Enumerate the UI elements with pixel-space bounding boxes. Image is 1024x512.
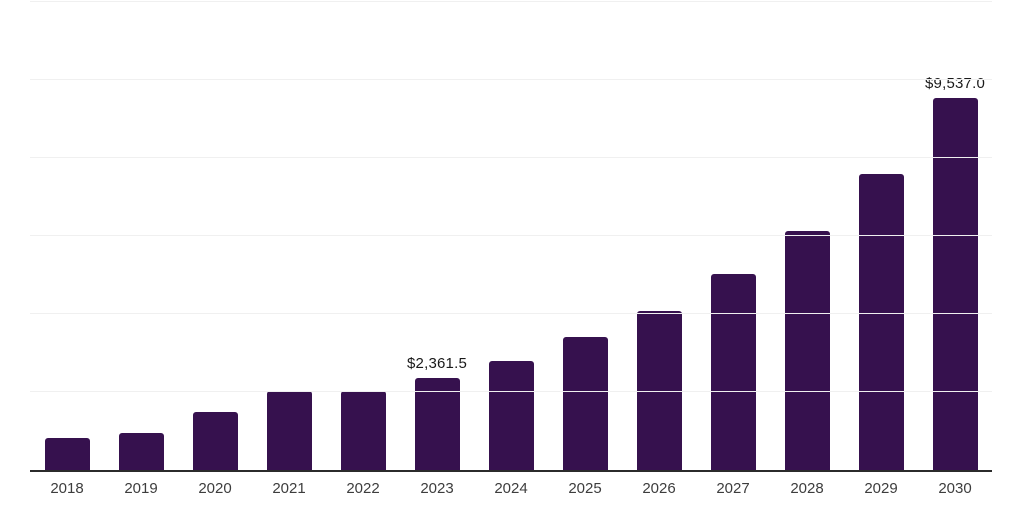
bar-group: $2,361.5 xyxy=(400,2,474,470)
x-axis-label: 2030 xyxy=(938,480,972,497)
bar xyxy=(340,390,386,470)
bar-value-label: $9,537.0 xyxy=(925,75,985,93)
x-axis-label: 2024 xyxy=(494,480,528,497)
bar-group xyxy=(178,2,252,470)
x-axis-label: 2020 xyxy=(198,480,232,497)
bar-group xyxy=(844,2,918,470)
gridline xyxy=(30,235,992,236)
gridline xyxy=(30,313,992,315)
x-axis-label: 2026 xyxy=(642,480,676,497)
x-axis-label: 2028 xyxy=(790,480,824,497)
bar-group xyxy=(326,2,400,470)
bar xyxy=(488,360,534,470)
bar xyxy=(266,391,312,470)
bar-group xyxy=(104,2,178,470)
bar xyxy=(858,173,904,470)
bar-group xyxy=(770,2,844,470)
gridline xyxy=(30,391,992,393)
bar xyxy=(192,411,238,470)
bar xyxy=(710,273,756,470)
bar xyxy=(414,377,460,470)
bar xyxy=(636,310,682,470)
gridline xyxy=(30,157,992,159)
gridline xyxy=(30,79,992,80)
plot-area: $2,361.5 $9,537.0 xyxy=(30,1,992,472)
bar xyxy=(562,337,608,470)
x-axis-label: 2022 xyxy=(346,480,380,497)
x-axis-label: 2029 xyxy=(864,480,898,497)
bar-group xyxy=(30,2,104,470)
bar-group xyxy=(548,2,622,470)
bar-group xyxy=(622,2,696,470)
bar-group xyxy=(696,2,770,470)
bar xyxy=(784,231,830,470)
x-axis-label: 2019 xyxy=(124,480,158,497)
bar xyxy=(44,438,90,470)
bar-group: $9,537.0 xyxy=(918,2,992,470)
bars-row: $2,361.5 $9,537.0 xyxy=(30,2,992,470)
bar-value-label: $2,361.5 xyxy=(407,354,467,372)
x-axis-label: 2027 xyxy=(716,480,750,497)
x-axis-label: 2025 xyxy=(568,480,602,497)
x-axis-label: 2021 xyxy=(272,480,306,497)
gridline xyxy=(30,1,992,2)
bar-group xyxy=(474,2,548,470)
x-axis-labels: 2018 2019 2020 2021 2022 2023 2024 2025 2026 2027… xyxy=(30,480,992,497)
x-axis-label: 2018 xyxy=(50,480,84,497)
bar xyxy=(118,432,164,470)
x-axis-label: 2023 xyxy=(420,480,454,497)
bar-group xyxy=(252,2,326,470)
bar xyxy=(932,98,978,470)
